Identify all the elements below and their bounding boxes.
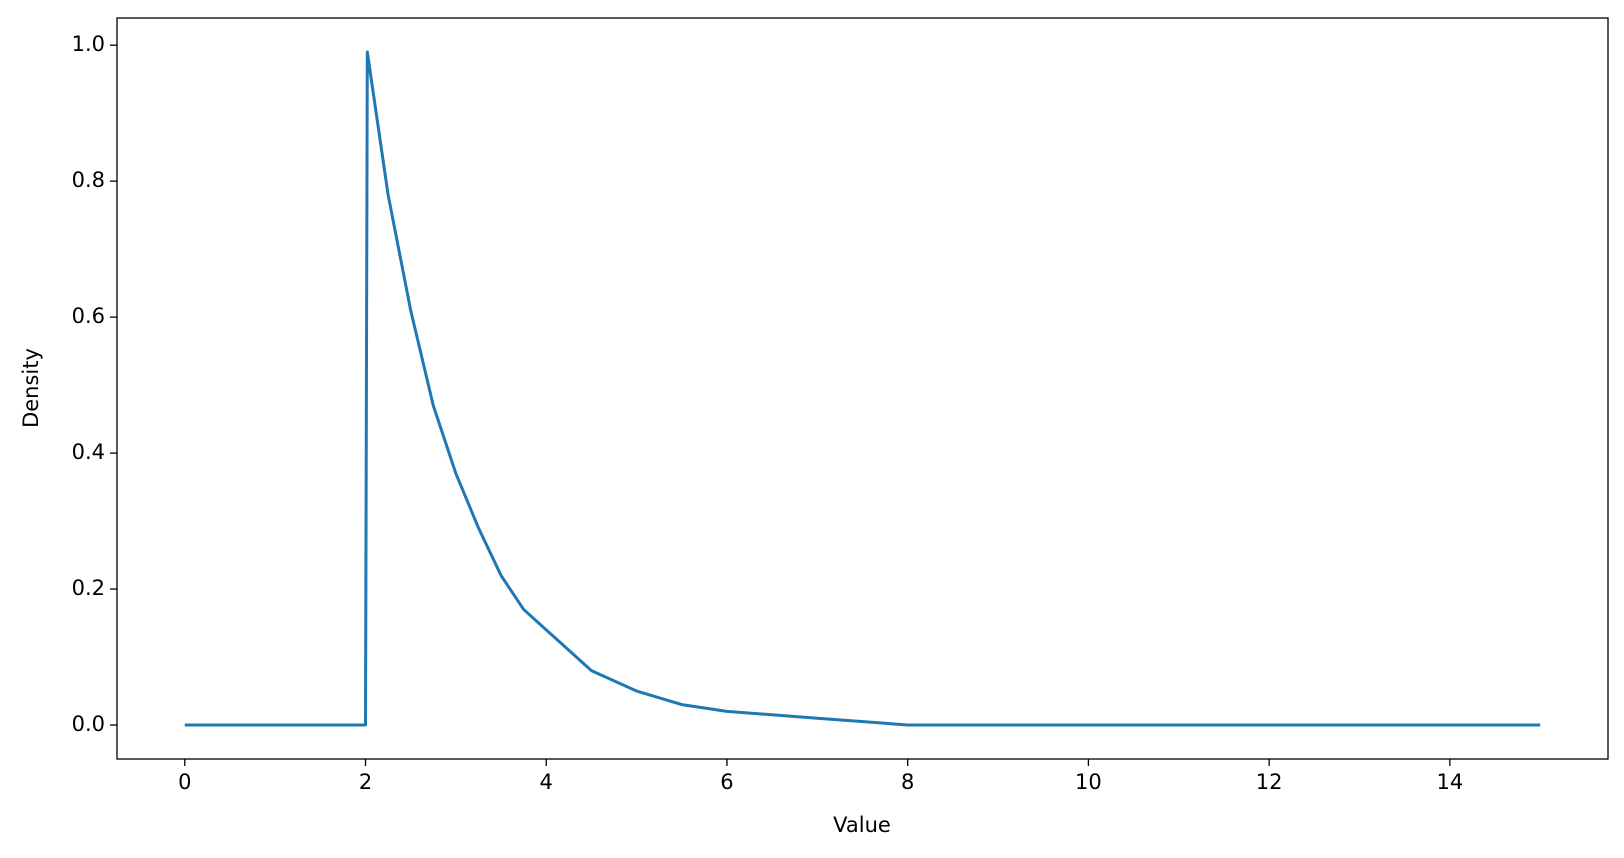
y-tick-label: 0.6 — [72, 304, 105, 328]
line — [184, 50, 1541, 727]
x-tick-label: 10 — [1075, 770, 1102, 794]
y-tick-label: 0.8 — [72, 168, 105, 192]
x-tick-label: 6 — [720, 770, 733, 794]
y-tick-label: 1.0 — [72, 32, 105, 56]
x-tick-label: 2 — [359, 770, 372, 794]
x-tick-label: 4 — [540, 770, 553, 794]
x-tick-label: 0 — [178, 770, 191, 794]
y-tick-label: 0.0 — [72, 712, 105, 736]
y-tick-label: 0.4 — [72, 440, 105, 464]
x-tick-label: 12 — [1256, 770, 1283, 794]
x-tick-label: 14 — [1436, 770, 1463, 794]
plot-frame — [116, 17, 1609, 760]
x-axis-label: Value — [833, 813, 891, 837]
y-tick-label: 0.2 — [72, 576, 105, 600]
y-axis-label: Density — [19, 348, 43, 428]
x-tick-label: 8 — [901, 770, 914, 794]
